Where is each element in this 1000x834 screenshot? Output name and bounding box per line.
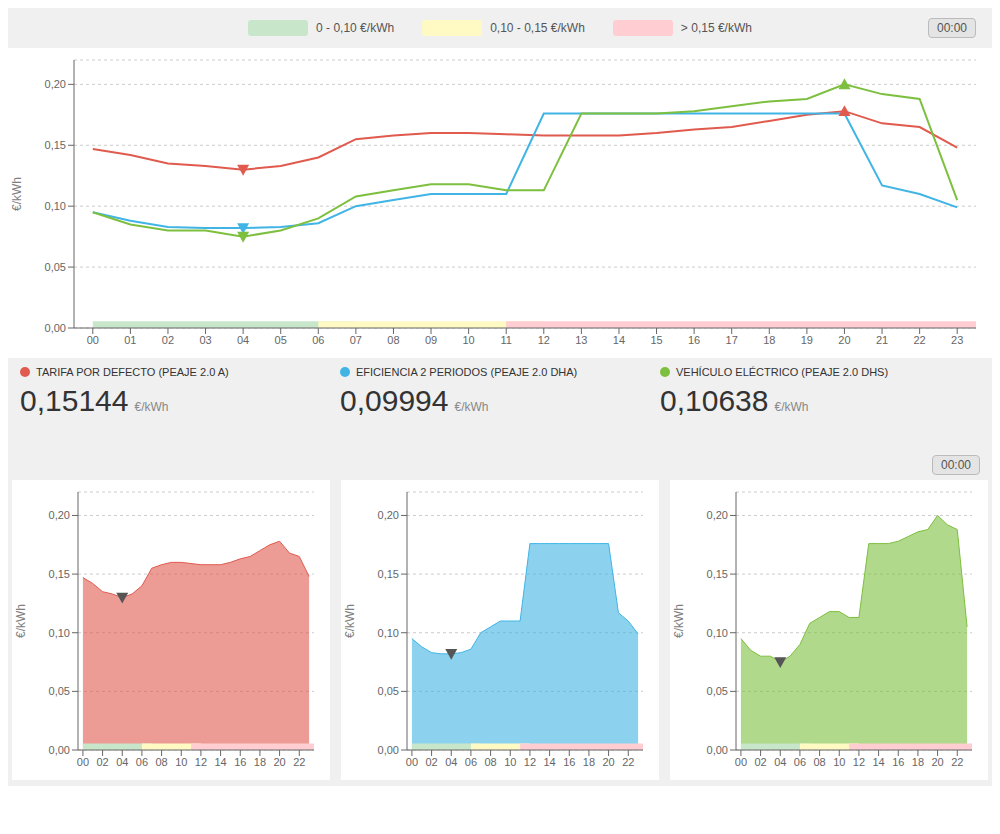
svg-text:16: 16 (688, 334, 700, 346)
svg-text:02: 02 (425, 756, 437, 768)
svg-text:14: 14 (872, 756, 884, 768)
svg-text:12: 12 (853, 756, 865, 768)
svg-text:10: 10 (463, 334, 475, 346)
svg-text:20: 20 (931, 756, 943, 768)
svg-text:00: 00 (735, 756, 747, 768)
svg-text:18: 18 (912, 756, 924, 768)
svg-text:0,10: 0,10 (378, 627, 399, 639)
html-text:€/kWh: €/kWh (134, 400, 169, 414)
svg-text:20: 20 (273, 756, 285, 768)
svg-text:04: 04 (774, 756, 786, 768)
svg-text:€/kWh: €/kWh (10, 177, 24, 211)
html-text:VEHÍCULO ELÉCTRICO (PEAJE 2.0: VEHÍCULO ELÉCTRICO (PEAJE 2.0 DHS) (676, 366, 889, 378)
svg-text:0,05: 0,05 (707, 685, 728, 697)
svg-text:00: 00 (77, 756, 89, 768)
html-text:0,10638: 0,10638 (660, 384, 769, 417)
svg-text:07: 07 (350, 334, 362, 346)
svg-text:16: 16 (892, 756, 904, 768)
html-text:0 - 0,10 €/kWh: 0 - 0,10 €/kWh (316, 21, 395, 35)
svg-text:0,15: 0,15 (707, 568, 728, 580)
svg-text:03: 03 (199, 334, 211, 346)
svg-text:16: 16 (234, 756, 246, 768)
svg-text:21: 21 (876, 334, 888, 346)
svg-text:02: 02 (96, 756, 108, 768)
svg-text:22: 22 (293, 756, 305, 768)
svg-text:0,05: 0,05 (45, 261, 66, 273)
svg-text:14: 14 (214, 756, 226, 768)
svg-text:19: 19 (801, 334, 813, 346)
html-text:0,15144: 0,15144 (20, 384, 129, 417)
svg-text:11: 11 (500, 334, 511, 346)
svg-text:14: 14 (613, 334, 625, 346)
html-text:TARIFA POR DEFECTO (PEAJE 2.0: TARIFA POR DEFECTO (PEAJE 2.0 A) (36, 366, 229, 378)
svg-text:06: 06 (312, 334, 324, 346)
svg-text:14: 14 (543, 756, 555, 768)
svg-text:0,10: 0,10 (49, 627, 70, 639)
svg-text:08: 08 (813, 756, 825, 768)
svg-text:12: 12 (538, 334, 550, 346)
svg-text:10: 10 (504, 756, 516, 768)
svg-text:0,15: 0,15 (45, 139, 66, 151)
html-text:€/kWh: €/kWh (774, 400, 809, 414)
svg-text:20: 20 (602, 756, 614, 768)
svg-text:0,00: 0,00 (707, 744, 728, 756)
svg-text:€/kWh: €/kWh (672, 604, 686, 638)
svg-text:08: 08 (387, 334, 399, 346)
html-text:0,09994: 0,09994 (340, 384, 449, 417)
svg-text:13: 13 (575, 334, 587, 346)
svg-text:04: 04 (237, 334, 249, 346)
svg-text:18: 18 (254, 756, 266, 768)
svg-text:€/kWh: €/kWh (14, 604, 28, 638)
svg-text:06: 06 (794, 756, 806, 768)
svg-text:00: 00 (406, 756, 418, 768)
svg-text:06: 06 (136, 756, 148, 768)
html-text:00:00: 00:00 (941, 458, 971, 472)
svg-text:20: 20 (838, 334, 850, 346)
svg-text:0,05: 0,05 (49, 685, 70, 697)
svg-text:00: 00 (87, 334, 99, 346)
svg-text:€/kWh: €/kWh (343, 604, 357, 638)
svg-text:16: 16 (563, 756, 575, 768)
svg-text:0,20: 0,20 (378, 509, 399, 521)
svg-text:12: 12 (195, 756, 207, 768)
svg-text:08: 08 (155, 756, 167, 768)
svg-text:22: 22 (622, 756, 634, 768)
svg-text:0,20: 0,20 (707, 509, 728, 521)
svg-text:04: 04 (116, 756, 128, 768)
svg-text:0,10: 0,10 (707, 627, 728, 639)
svg-text:08: 08 (484, 756, 496, 768)
svg-text:10: 10 (833, 756, 845, 768)
svg-text:01: 01 (124, 334, 136, 346)
svg-text:0,05: 0,05 (378, 685, 399, 697)
svg-text:09: 09 (425, 334, 437, 346)
svg-text:17: 17 (726, 334, 738, 346)
html-text:0,10 - 0,15 €/kWh: 0,10 - 0,15 €/kWh (490, 21, 585, 35)
svg-text:05: 05 (275, 334, 287, 346)
svg-text:0,00: 0,00 (49, 744, 70, 756)
html-text:00:00: 00:00 (937, 21, 967, 35)
html-text:€/kWh: €/kWh (454, 400, 489, 414)
svg-text:18: 18 (763, 334, 775, 346)
svg-text:18: 18 (583, 756, 595, 768)
svg-text:06: 06 (465, 756, 477, 768)
svg-text:15: 15 (650, 334, 662, 346)
svg-text:02: 02 (162, 334, 174, 346)
svg-text:23: 23 (951, 334, 963, 346)
svg-text:0,15: 0,15 (49, 568, 70, 580)
svg-text:12: 12 (524, 756, 536, 768)
svg-text:0,15: 0,15 (378, 568, 399, 580)
svg-text:04: 04 (445, 756, 457, 768)
svg-text:0,10: 0,10 (45, 200, 66, 212)
html-text:> 0,15 €/kWh: > 0,15 €/kWh (680, 21, 752, 35)
svg-text:0,20: 0,20 (49, 509, 70, 521)
svg-text:02: 02 (754, 756, 766, 768)
svg-text:0,20: 0,20 (45, 78, 66, 90)
html-text:EFICIENCIA 2 PERIODOS (PEAJE 2: EFICIENCIA 2 PERIODOS (PEAJE 2.0 DHA) (356, 366, 578, 378)
svg-text:10: 10 (175, 756, 187, 768)
svg-text:22: 22 (951, 756, 963, 768)
svg-text:0,00: 0,00 (45, 322, 66, 334)
svg-text:0,00: 0,00 (378, 744, 399, 756)
svg-text:22: 22 (914, 334, 926, 346)
